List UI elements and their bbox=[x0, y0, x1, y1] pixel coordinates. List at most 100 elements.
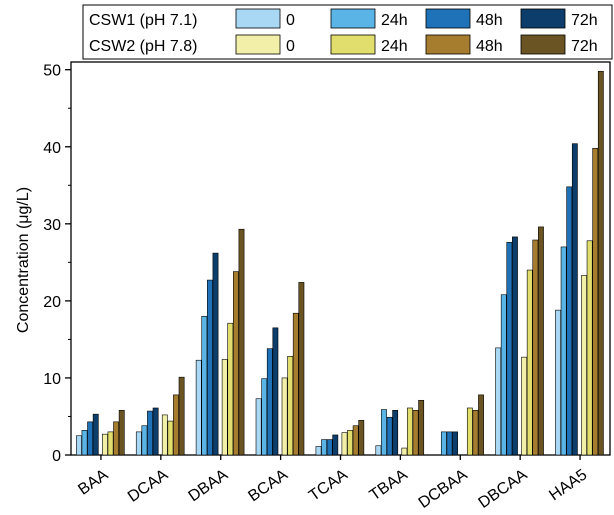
y-axis-title: Concentration (μg/L) bbox=[15, 187, 32, 333]
bar bbox=[161, 414, 168, 456]
bar bbox=[238, 228, 245, 456]
bar bbox=[341, 432, 348, 456]
bar bbox=[407, 407, 413, 456]
bar bbox=[571, 143, 578, 456]
bar bbox=[173, 394, 179, 456]
x-tick-label: DCBAA bbox=[416, 466, 471, 512]
y-tick-label: 10 bbox=[43, 371, 61, 388]
legend-label: 24h bbox=[381, 38, 408, 55]
y-tick-label: 40 bbox=[43, 140, 61, 157]
bar bbox=[452, 431, 458, 456]
x-tick-label: DBCAA bbox=[476, 466, 531, 512]
legend-swatch bbox=[330, 34, 376, 55]
bar bbox=[147, 410, 153, 456]
bar bbox=[592, 148, 599, 456]
bar bbox=[506, 242, 513, 456]
bar bbox=[233, 271, 239, 456]
bar bbox=[521, 356, 528, 456]
bar bbox=[298, 282, 305, 456]
bar bbox=[466, 407, 473, 456]
bar bbox=[472, 410, 479, 456]
bar bbox=[227, 322, 234, 456]
y-tick-label: 50 bbox=[43, 63, 61, 80]
bar bbox=[326, 439, 333, 456]
legend-swatch bbox=[330, 8, 376, 29]
bar bbox=[87, 421, 94, 456]
bar bbox=[566, 186, 573, 456]
bar bbox=[586, 240, 593, 456]
bar bbox=[332, 434, 339, 456]
bar bbox=[315, 446, 322, 456]
x-tick-label: TBAA bbox=[367, 466, 411, 504]
bar bbox=[135, 431, 142, 456]
bar bbox=[375, 445, 382, 456]
legend-swatch bbox=[235, 34, 281, 55]
bar bbox=[107, 431, 114, 456]
legend-swatch bbox=[425, 34, 471, 55]
bar bbox=[92, 413, 99, 456]
y-tick-label: 30 bbox=[43, 217, 61, 234]
bar bbox=[113, 421, 120, 456]
bar bbox=[560, 246, 567, 456]
bar bbox=[167, 420, 174, 456]
bar bbox=[266, 348, 273, 456]
bar bbox=[597, 70, 604, 456]
bar bbox=[102, 433, 108, 456]
legend-swatch bbox=[235, 8, 281, 29]
bar bbox=[478, 394, 484, 456]
bar bbox=[152, 407, 159, 456]
bar bbox=[352, 425, 359, 456]
bar bbox=[118, 410, 125, 456]
legend-label: 72h bbox=[571, 38, 598, 55]
x-tick-label: HAA5 bbox=[546, 466, 590, 504]
legend-group-label: CSW1 (pH 7.1) bbox=[89, 12, 197, 29]
bar bbox=[392, 410, 399, 456]
bar bbox=[412, 410, 419, 456]
bar bbox=[495, 347, 502, 456]
bar bbox=[281, 377, 288, 456]
bar bbox=[555, 309, 561, 456]
bar bbox=[381, 409, 387, 456]
bar bbox=[287, 356, 294, 456]
x-tick-label: BCAA bbox=[245, 466, 291, 505]
bar bbox=[207, 279, 213, 456]
bar bbox=[261, 378, 268, 456]
legend-label: 48h bbox=[476, 38, 503, 55]
legend-group-label: CSW2 (pH 7.8) bbox=[89, 38, 197, 55]
legend-swatch bbox=[520, 34, 566, 55]
bar bbox=[76, 435, 82, 456]
plot-area: 0 10 20 30 40 50 BAA DCAA DBAA BCAA TCAA TBAA DCBAA D… bbox=[43, 61, 611, 512]
bar bbox=[386, 416, 393, 456]
bar bbox=[532, 239, 539, 456]
bar bbox=[255, 398, 262, 456]
x-tick-label: BAA bbox=[75, 466, 111, 498]
bar bbox=[201, 315, 208, 456]
bar bbox=[347, 430, 353, 456]
bar bbox=[500, 294, 507, 456]
y-tick-label: 0 bbox=[52, 448, 61, 465]
bar bbox=[272, 327, 279, 456]
bar bbox=[440, 431, 447, 456]
bar bbox=[141, 425, 148, 456]
legend: CSW1 (pH 7.1) 0 24h 48h 72h CSW2 (pH 7.8) 0 24h… bbox=[82, 4, 613, 60]
bar bbox=[195, 359, 202, 456]
bar bbox=[321, 439, 327, 456]
bar bbox=[526, 269, 533, 456]
bar bbox=[212, 252, 219, 456]
legend-swatch bbox=[425, 8, 471, 29]
bar bbox=[418, 399, 425, 456]
bar bbox=[581, 275, 587, 456]
legend-label: 48h bbox=[476, 12, 503, 29]
bar bbox=[446, 431, 453, 456]
y-tick-label: 20 bbox=[43, 294, 61, 311]
bar bbox=[512, 236, 518, 456]
legend-label: 72h bbox=[571, 12, 598, 29]
x-tick-label: DCAA bbox=[125, 466, 171, 506]
bar bbox=[178, 376, 185, 456]
legend-label: 0 bbox=[286, 38, 295, 55]
bar bbox=[221, 359, 228, 456]
bar bbox=[401, 447, 408, 456]
legend-swatch bbox=[520, 8, 566, 29]
legend-label: 0 bbox=[286, 12, 295, 29]
